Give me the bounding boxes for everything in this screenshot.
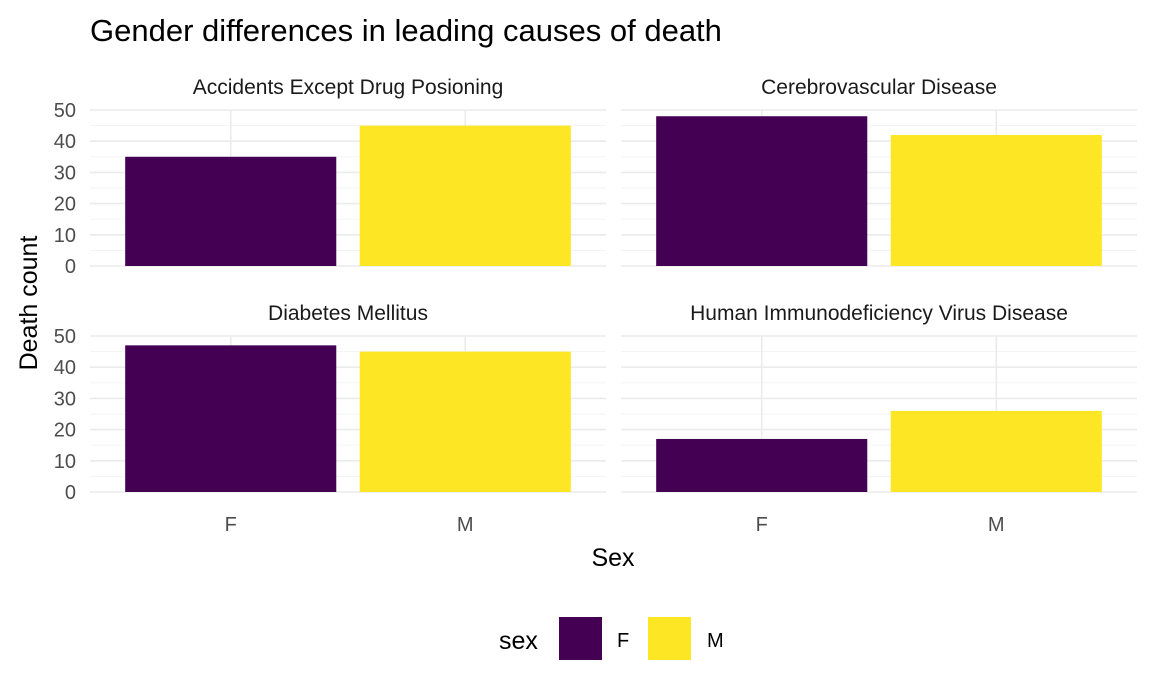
x-axis-title: Sex: [591, 544, 635, 572]
y-tick-label: 10: [54, 225, 76, 247]
panel-strip-label: Diabetes Mellitus: [268, 302, 428, 325]
panel-human-immunodeficiency-virus-disease: Human Immunodeficiency Virus Disease F M: [621, 302, 1137, 536]
x-tick-label: F: [756, 514, 768, 536]
y-axis-title: Death count: [15, 236, 43, 371]
y-tick-label: 50: [54, 100, 76, 122]
y-tick-label: 0: [65, 256, 76, 278]
bar-m: [890, 410, 1102, 492]
panel-cerebrovascular-disease: Cerebrovascular Disease: [621, 76, 1137, 267]
chart-title: Gender differences in leading causes of …: [90, 13, 722, 48]
bar-f: [656, 116, 868, 267]
panel-strip-label: Cerebrovascular Disease: [761, 76, 997, 99]
bar-m: [359, 125, 571, 266]
x-tick-label: M: [457, 514, 474, 536]
facet-panels: Accidents Except Drug Posioning 0 10 20 30 40…: [54, 76, 1137, 536]
y-tick-label: 20: [54, 420, 76, 442]
y-tick-label: 10: [54, 451, 76, 473]
y-tick-label: 20: [54, 194, 76, 216]
legend-key-f: [559, 617, 602, 660]
legend-label-f: F: [617, 630, 629, 652]
y-tick-label: 30: [54, 388, 76, 410]
x-tick-label: M: [988, 514, 1005, 536]
bar-f: [125, 345, 337, 492]
panel-strip-label: Accidents Except Drug Posioning: [193, 76, 504, 99]
panel-strip-label: Human Immunodeficiency Virus Disease: [690, 302, 1068, 325]
bar-f: [656, 438, 868, 492]
legend-label-m: M: [707, 630, 724, 652]
legend-title: sex: [499, 627, 538, 655]
legend-key-m: [648, 617, 691, 660]
panel-diabetes-mellitus: Diabetes Mellitus 0 10 20 30 40 50 F M: [54, 302, 606, 536]
x-tick-label: F: [225, 514, 237, 536]
y-tick-label: 50: [54, 326, 76, 348]
bar-f: [125, 156, 337, 266]
bar-m: [359, 351, 571, 492]
y-tick-label: 40: [54, 357, 76, 379]
panel-accidents-except-drug-posioning: Accidents Except Drug Posioning 0 10 20 30 40…: [54, 76, 606, 278]
y-tick-label: 0: [65, 482, 76, 504]
legend: sex F M: [499, 617, 724, 660]
bar-m: [890, 134, 1102, 266]
y-tick-label: 40: [54, 131, 76, 153]
y-tick-label: 30: [54, 162, 76, 184]
